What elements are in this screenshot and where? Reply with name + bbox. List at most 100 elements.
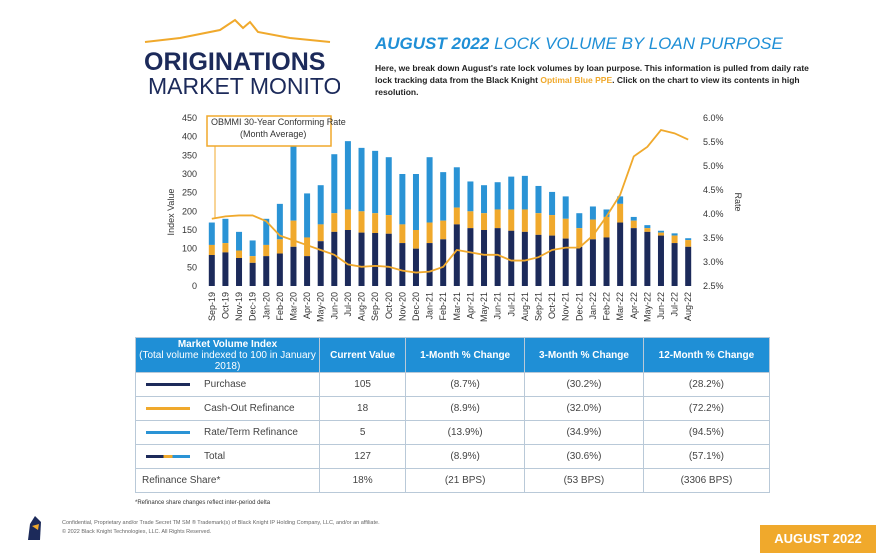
cell: (8.9%) <box>405 444 526 469</box>
x-tick-label: Dec-21 <box>574 292 584 321</box>
row-label-text: Cash-Out Refinance <box>204 403 295 414</box>
bar-segment <box>671 235 678 244</box>
bar-segment <box>236 258 243 286</box>
y-tick-label: 400 <box>182 132 197 142</box>
header-cell: 3-Month % Change <box>524 337 644 373</box>
intro-text: . Click on the chart to view its content… <box>375 75 800 97</box>
y-tick-label: 200 <box>182 206 197 216</box>
bar-segment <box>344 230 351 286</box>
bar-segment <box>331 231 338 286</box>
bar-segment <box>440 172 447 221</box>
intro-link[interactable]: Optimal Blue PPE <box>540 75 613 85</box>
x-tick-label: Nov-20 <box>397 292 407 321</box>
cell: (13.9%) <box>405 420 526 445</box>
y-tick-label: 450 <box>182 113 197 123</box>
bar-segment <box>290 146 297 221</box>
bar-segment <box>576 246 583 286</box>
cell: 5 <box>318 420 407 445</box>
bar-segment <box>208 222 215 245</box>
y-tick-label: 100 <box>182 244 197 254</box>
cell: 127 <box>318 444 407 469</box>
bar-segment <box>494 228 501 286</box>
bar-segment <box>535 234 542 286</box>
x-tick-label: Feb-21 <box>438 292 448 321</box>
bar-segment <box>304 256 311 286</box>
x-tick-label: Jan-22 <box>588 292 598 320</box>
bar-segment <box>467 181 474 212</box>
cell: (28.2%) <box>642 372 771 397</box>
bar-segment <box>399 174 406 225</box>
logo: ORIGINATIONS MARKET MONITOR <box>144 18 340 98</box>
y2-tick-label: 3.0% <box>703 257 724 267</box>
header-text: Market Volume Index <box>177 338 278 350</box>
logo-line1: ORIGINATIONS <box>144 48 325 76</box>
bar-segment <box>603 209 610 217</box>
y-axis-label: Index Value <box>166 189 176 236</box>
bar-segment <box>276 239 283 254</box>
bar-segment <box>399 224 406 244</box>
cell: (32.0%) <box>524 396 644 421</box>
bar-segment <box>331 213 338 232</box>
cell: 18 <box>318 396 407 421</box>
bar-segment <box>236 231 243 251</box>
bar-segment <box>630 228 637 286</box>
bar-segment <box>657 230 664 233</box>
footnote: *Refinance share changes reflect inter-p… <box>135 500 271 506</box>
bar-segment <box>685 246 692 286</box>
title-bold: AUGUST 2022 <box>375 34 490 53</box>
footer-text: Confidential, Proprietary and/or Trade S… <box>62 519 380 537</box>
bar-segment <box>617 222 624 286</box>
bar-segment <box>508 176 515 210</box>
rate-line <box>211 128 689 274</box>
bar-segment <box>385 233 392 286</box>
bar-segment <box>603 237 610 286</box>
bar-segment <box>372 213 379 233</box>
bar-segment <box>263 218 270 245</box>
bar-segment <box>589 206 596 220</box>
cell: (72.2%) <box>642 396 771 421</box>
bar-segment <box>453 224 460 286</box>
bar-segment <box>412 230 419 249</box>
bar-segment <box>630 220 637 229</box>
bar-segment <box>589 239 596 286</box>
x-tick-label: Jul-22 <box>670 292 680 317</box>
header-cell: Current Value <box>318 337 407 373</box>
x-tick-label: Nov-21 <box>561 292 571 321</box>
annotation-box <box>206 115 332 147</box>
x-tick-label: Jan-21 <box>425 292 435 320</box>
row-label-text: Purchase <box>204 379 247 390</box>
bar-segment <box>317 185 324 225</box>
bar-segment <box>385 215 392 234</box>
bar-segment <box>467 211 474 229</box>
footer-line: Confidential, Proprietary and/or Trade S… <box>62 520 380 526</box>
bar-segment <box>426 157 433 223</box>
bar-segment <box>331 154 338 214</box>
y2-tick-label: 5.0% <box>703 161 724 171</box>
bar-segment <box>657 232 664 236</box>
cell: (53 BPS) <box>524 468 644 493</box>
bar-segment <box>453 167 460 208</box>
x-tick-label: Dec-19 <box>248 292 258 321</box>
x-tick-label: Apr-22 <box>629 292 639 319</box>
bar-segment <box>521 209 528 232</box>
header-cell: Market Volume Index (Total volume indexed… <box>135 337 320 373</box>
annotation: (Month Average) <box>240 129 306 139</box>
bar-segment <box>317 241 324 286</box>
bar-segment <box>399 243 406 286</box>
bar-segment <box>385 157 392 216</box>
bar-segment <box>671 233 678 236</box>
x-tick-label: Oct-20 <box>384 292 394 319</box>
cell: (30.2%) <box>524 372 644 397</box>
page-title: AUGUST 2022 LOCK VOLUME BY LOAN PURPOSE <box>375 34 783 54</box>
bar-segment <box>440 239 447 286</box>
x-tick-label: Jun-22 <box>656 292 666 320</box>
y2-tick-label: 3.5% <box>703 233 724 243</box>
intro-text: Here, we break down August's rate lock v… <box>375 63 809 85</box>
bar-segment <box>236 250 243 258</box>
y-tick-label: 0 <box>192 281 197 291</box>
bar-segment <box>426 243 433 286</box>
x-tick-label: Feb-22 <box>602 292 612 321</box>
x-tick-label: Mar-21 <box>452 292 462 321</box>
y-tick-label: 150 <box>182 225 197 235</box>
bar-segment <box>481 230 488 286</box>
